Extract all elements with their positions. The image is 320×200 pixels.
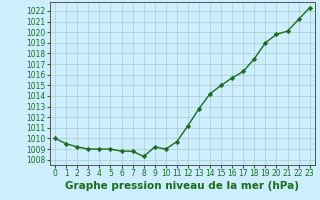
- X-axis label: Graphe pression niveau de la mer (hPa): Graphe pression niveau de la mer (hPa): [65, 181, 300, 191]
